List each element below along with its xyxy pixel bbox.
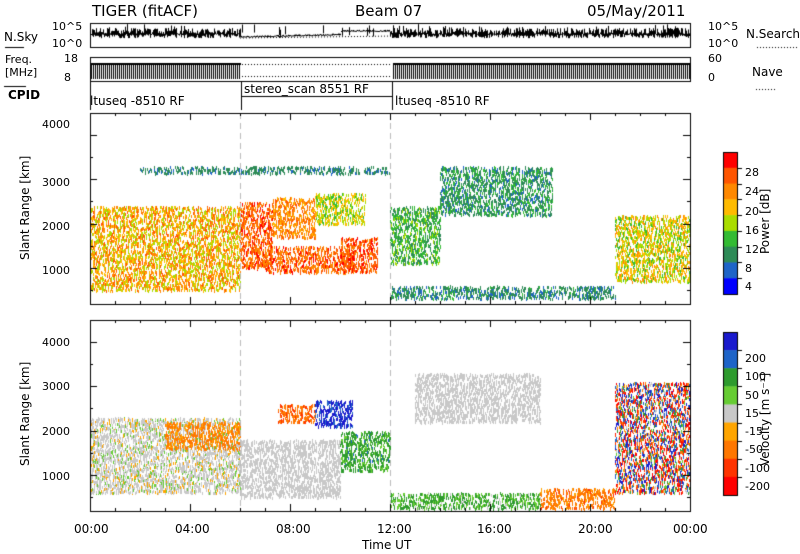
velocity-cbar-tick-200: 200 (745, 352, 766, 365)
velocity-cbar-tick-15: 15 (745, 407, 759, 420)
power-ytick-4000: 4000 (42, 118, 70, 131)
xtick-2000: 20:00 (578, 522, 613, 536)
velocity-cbar-label: Velocity [m s⁻¹] (758, 372, 772, 466)
velocity-ytick-1000: 1000 (42, 470, 70, 483)
nsky-tick-top: 10^5 (52, 20, 83, 33)
cpid-segment-1: ltuseq -8510 RF (90, 94, 185, 108)
power-cbar-label: Power [dB] (758, 188, 772, 254)
velocity-ytick-3000: 3000 (42, 380, 70, 393)
velocity-cbar-tick-m15: -15 (745, 425, 763, 438)
velocity-cbar-tick-m50: -50 (745, 443, 763, 456)
xtick-2400: 00:00 (673, 522, 708, 536)
nsearch-label: N.Search (746, 27, 800, 41)
power-cbar-tick-28: 28 (745, 166, 759, 179)
power-ytick-1000: 1000 (42, 264, 70, 277)
xtick-0400: 04:00 (175, 522, 210, 536)
freq-label: Freq. (5, 53, 33, 66)
velocity-ytick-2000: 2000 (42, 425, 70, 438)
xlabel: Time UT (362, 538, 412, 552)
velocity-cbar-tick-50: 50 (745, 389, 759, 402)
power-cbar-tick-8: 8 (745, 262, 752, 275)
power-cbar-tick-12: 12 (745, 243, 759, 256)
nsky-label: N.Sky (4, 30, 39, 44)
cpid-label: CPID (8, 88, 41, 102)
power-ylabel: Slant Range [km] (18, 155, 32, 260)
xtick-1200: 12:00 (377, 522, 412, 536)
power-cbar-tick-16: 16 (745, 224, 759, 237)
velocity-ytick-4000: 4000 (42, 336, 70, 349)
freq-unit: [MHz] (5, 66, 38, 79)
velocity-cbar-tick-100: 100 (745, 370, 766, 383)
freq-tick-bottom: 8 (64, 71, 71, 84)
power-cbar-tick-20: 20 (745, 205, 759, 218)
nsky-tick-right-top: 10^5 (708, 20, 739, 33)
nave-tick-top: 60 (708, 52, 722, 65)
cpid-segment-3: ltuseq -8510 RF (395, 94, 490, 108)
cpid-segment-2: stereo_scan 8551 RF (244, 82, 369, 96)
nave-tick-bottom: 0 (708, 71, 715, 84)
power-cbar-tick-24: 24 (745, 185, 759, 198)
beam-title: Beam 07 (355, 2, 423, 20)
date-title: 05/May/2011 (587, 2, 686, 20)
power-ytick-3000: 3000 (42, 176, 70, 189)
nsky-tick-right-bottom: 10^0 (708, 37, 739, 50)
xtick-1600: 16:00 (477, 522, 512, 536)
power-ytick-2000: 2000 (42, 220, 70, 233)
xtick-0800: 08:00 (276, 522, 311, 536)
velocity-cbar-tick-m200: -200 (745, 480, 770, 493)
power-cbar-tick-4: 4 (745, 280, 752, 293)
velocity-ylabel: Slant Range [km] (18, 361, 32, 466)
nsky-tick-bottom: 10^0 (52, 37, 83, 50)
station-title: TIGER (fitACF) (92, 2, 199, 20)
nave-label: Nave (752, 65, 783, 79)
freq-tick-top: 18 (64, 52, 78, 65)
velocity-cbar-tick-m100: -100 (745, 462, 770, 475)
xtick-0000: 00:00 (74, 522, 109, 536)
